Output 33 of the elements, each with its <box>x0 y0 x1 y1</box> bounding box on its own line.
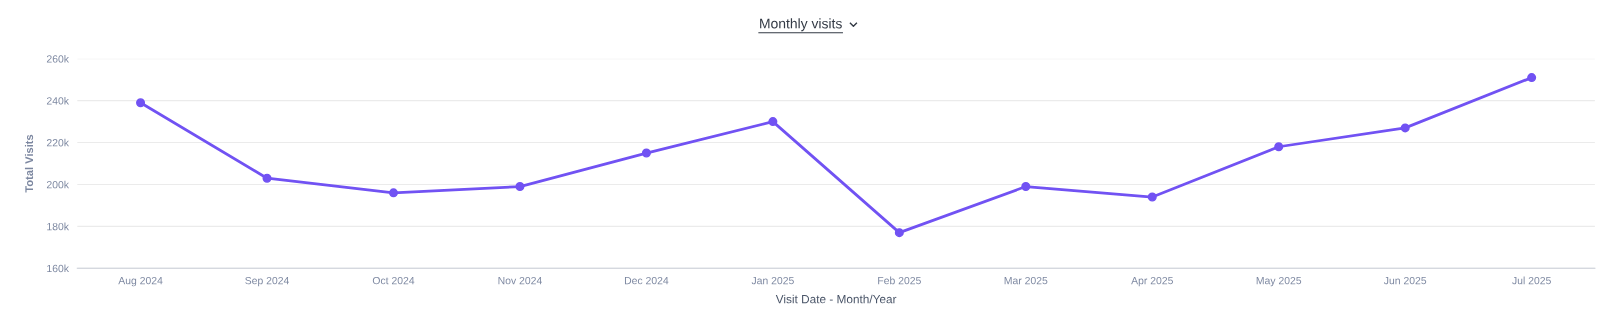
x-tick-label: Oct 2024 <box>372 276 415 285</box>
chart-title: Monthly visits <box>760 18 842 32</box>
x-tick-label: Jun 2025 <box>1383 276 1427 285</box>
point <box>894 228 904 238</box>
y-tick-label: 200k <box>46 180 70 189</box>
point <box>262 173 272 183</box>
x-tick-label: Aug 2024 <box>118 276 163 287</box>
y-tick-label: 220k <box>46 138 70 147</box>
x-tick-label: Sep 2024 <box>245 276 290 287</box>
x-tick-label: Feb 2025 <box>878 276 921 285</box>
point <box>768 117 778 127</box>
x-tick-label: May 2025 <box>1256 276 1302 287</box>
point <box>388 188 399 198</box>
x-tick-label: Jan 2025 <box>751 276 794 285</box>
x-tick-label: Nov 2024 <box>498 276 542 285</box>
y-axis-title: Total Visits <box>24 134 34 193</box>
point <box>1021 182 1031 192</box>
point <box>136 98 146 108</box>
x-axis-title: Visit Date - Month/Year <box>775 294 897 304</box>
point <box>1527 73 1537 83</box>
y-tick-label: 260k <box>46 54 70 63</box>
y-tick-label: 240k <box>46 96 70 105</box>
x-tick-label: Dec 2024 <box>624 276 669 285</box>
point <box>1147 192 1157 202</box>
point <box>641 148 651 158</box>
point <box>1400 123 1410 133</box>
point <box>515 182 525 192</box>
x-tick-label: Jul 2025 <box>1512 276 1551 285</box>
y-tick-label: 160k <box>47 264 70 273</box>
y-tick-label: 180k <box>47 222 70 231</box>
x-tick-label: Mar 2025 <box>1004 276 1048 285</box>
x-tick-label: Apr 2025 <box>1131 276 1173 287</box>
point <box>1274 142 1284 152</box>
